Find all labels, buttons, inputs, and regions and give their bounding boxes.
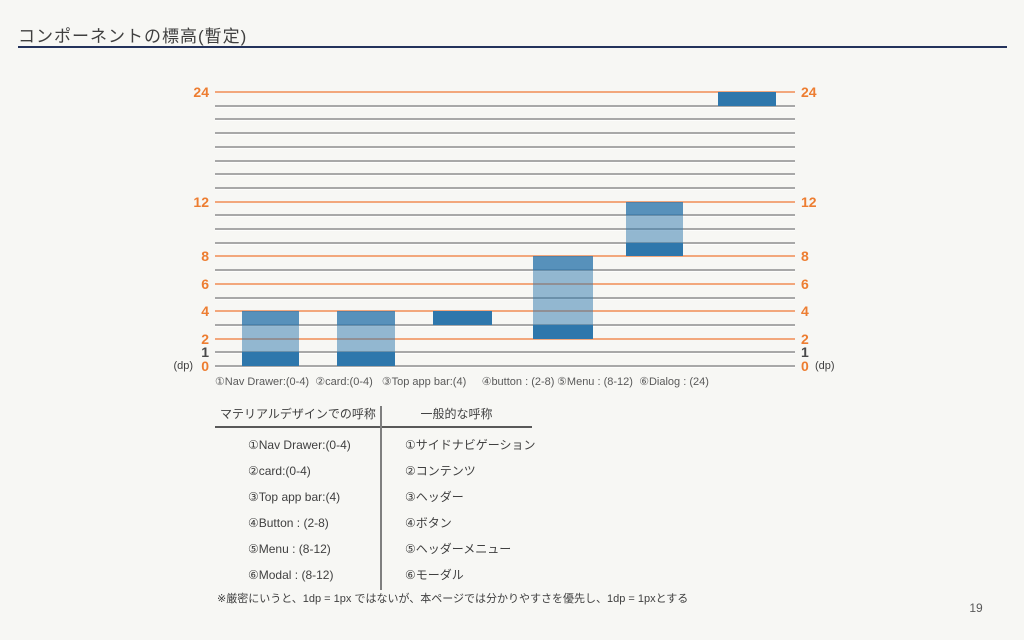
- bar-segment-dark: [626, 242, 683, 257]
- bar-segment-dark: [718, 92, 776, 106]
- general-name-cell: ③ヘッダー: [405, 490, 464, 504]
- general-name-cell: ⑥モーダル: [405, 568, 464, 582]
- y-axis-tick-right: 0: [801, 358, 809, 374]
- bar-segment-dark: [337, 352, 395, 366]
- gridline-gray: [215, 241, 795, 244]
- table-header-general: 一般的な呼称: [420, 407, 493, 421]
- gridline-gray: [215, 159, 795, 162]
- gridline-gray: [215, 269, 795, 272]
- axis-unit-label-left: (dp): [173, 360, 193, 372]
- table-row: ②card:(0-4) ②コンテンツ: [215, 458, 532, 484]
- bar-segment-dark: [242, 352, 299, 366]
- y-axis-tick-left: 24: [193, 84, 209, 100]
- bar-segment-light: [626, 215, 683, 243]
- gridline-gray: [215, 214, 795, 217]
- page-title: コンポーネントの標高(暫定): [18, 27, 248, 46]
- bar-segment-medium: [626, 201, 683, 216]
- y-axis-tick-right: 24: [801, 84, 817, 100]
- y-axis-tick-right: 1: [801, 344, 809, 361]
- table-row: ③Top app bar:(4) ③ヘッダー: [215, 484, 532, 510]
- y-axis-tick-right: 6: [801, 275, 809, 292]
- y-axis-tick-right: 8: [801, 248, 809, 265]
- y-axis-tick-left: 1: [201, 344, 209, 361]
- bar-segment-medium: [337, 311, 395, 325]
- general-name-cell: ①サイドナビゲーション: [405, 438, 536, 452]
- gridline-orange: [215, 255, 795, 258]
- y-axis-tick-left: 0: [201, 358, 209, 374]
- gridline-gray: [215, 118, 795, 121]
- y-axis-tick-right: 12: [801, 193, 817, 210]
- gridline-gray: [215, 132, 795, 135]
- category-label: ⑤Menu : (8-12): [557, 376, 633, 388]
- material-design-name-cell: ⑤Menu : (8-12): [248, 542, 331, 556]
- page-number: 19: [969, 601, 983, 615]
- table-column-divider: [380, 406, 382, 590]
- gridline-gray: [215, 296, 795, 299]
- gridline-gray: [215, 104, 795, 107]
- category-label: ④button : (2-8): [481, 376, 555, 388]
- y-axis-tick-left: 8: [201, 248, 209, 265]
- general-name-cell: ④ボタン: [405, 516, 452, 530]
- material-design-name-cell: ④Button : (2-8): [248, 516, 329, 530]
- gridline-gray: [215, 365, 795, 367]
- table-header-row: マテリアルデザインでの呼称 一般的な呼称: [215, 402, 532, 426]
- bar-segment-medium: [242, 311, 299, 325]
- y-axis-tick-left: 4: [201, 303, 209, 320]
- y-axis-tick-left: 2: [201, 330, 209, 347]
- gridline-orange: [215, 282, 795, 285]
- component-name-table: マテリアルデザインでの呼称 一般的な呼称 ①Nav Drawer:(0-4) ①サ…: [215, 402, 536, 590]
- gridline-gray: [215, 228, 795, 230]
- table-row: ④Button : (2-8) ④ボタン: [215, 510, 532, 536]
- y-axis-tick-right: 2: [801, 330, 809, 347]
- y-axis-tick-left: 12: [193, 193, 209, 210]
- gridline-orange: [215, 91, 795, 93]
- gridline-gray: [215, 351, 795, 354]
- gridline-orange: [215, 310, 795, 313]
- category-label: ③Top app bar:(4): [381, 376, 467, 388]
- table-header-divider: [215, 426, 532, 428]
- gridline-orange: [215, 200, 795, 203]
- table-rows: ①Nav Drawer:(0-4) ①サイドナビゲーション ②card:(0-4) ②…: [215, 432, 536, 588]
- gridline-gray: [215, 186, 795, 189]
- bar-segment-light: [337, 324, 395, 353]
- bar-segment-light: [533, 270, 593, 325]
- general-name-cell: ⑤ヘッダーメニュー: [405, 542, 512, 556]
- gridline-gray: [215, 145, 795, 148]
- bar-segment-dark: [433, 311, 492, 325]
- category-label: ①Nav Drawer:(0-4): [214, 376, 310, 388]
- category-label: ⑥Dialog : (24): [639, 376, 709, 388]
- general-name-cell: ②コンテンツ: [405, 464, 476, 478]
- gridline-orange: [215, 337, 795, 340]
- table-row: ⑥Modal : (8-12) ⑥モーダル: [215, 562, 532, 588]
- y-axis-tick-right: 4: [801, 303, 809, 320]
- material-design-name-cell: ③Top app bar:(4): [248, 490, 341, 504]
- gridline-gray: [215, 323, 795, 326]
- material-design-name-cell: ①Nav Drawer:(0-4): [248, 438, 351, 452]
- title-underline: [18, 46, 1007, 48]
- category-label: ②card:(0-4): [315, 376, 373, 388]
- table-header-material: マテリアルデザインでの呼称: [220, 407, 376, 421]
- material-design-name-cell: ②card:(0-4): [248, 464, 311, 478]
- bar-segment-dark: [533, 324, 593, 339]
- axis-unit-label-right: (dp): [815, 360, 835, 372]
- table-row: ⑤Menu : (8-12) ⑤ヘッダーメニュー: [215, 536, 532, 562]
- material-design-name-cell: ⑥Modal : (8-12): [248, 568, 334, 582]
- bar-segment-medium: [533, 256, 593, 271]
- footnote: ※厳密にいうと、1dp = 1px ではないが、本ページでは分かりやすさを優先し…: [217, 593, 689, 605]
- gridline-gray: [215, 173, 795, 176]
- table-row: ①Nav Drawer:(0-4) ①サイドナビゲーション: [215, 432, 536, 458]
- bar-segment-light: [242, 324, 299, 353]
- y-axis-tick-left: 6: [201, 275, 209, 292]
